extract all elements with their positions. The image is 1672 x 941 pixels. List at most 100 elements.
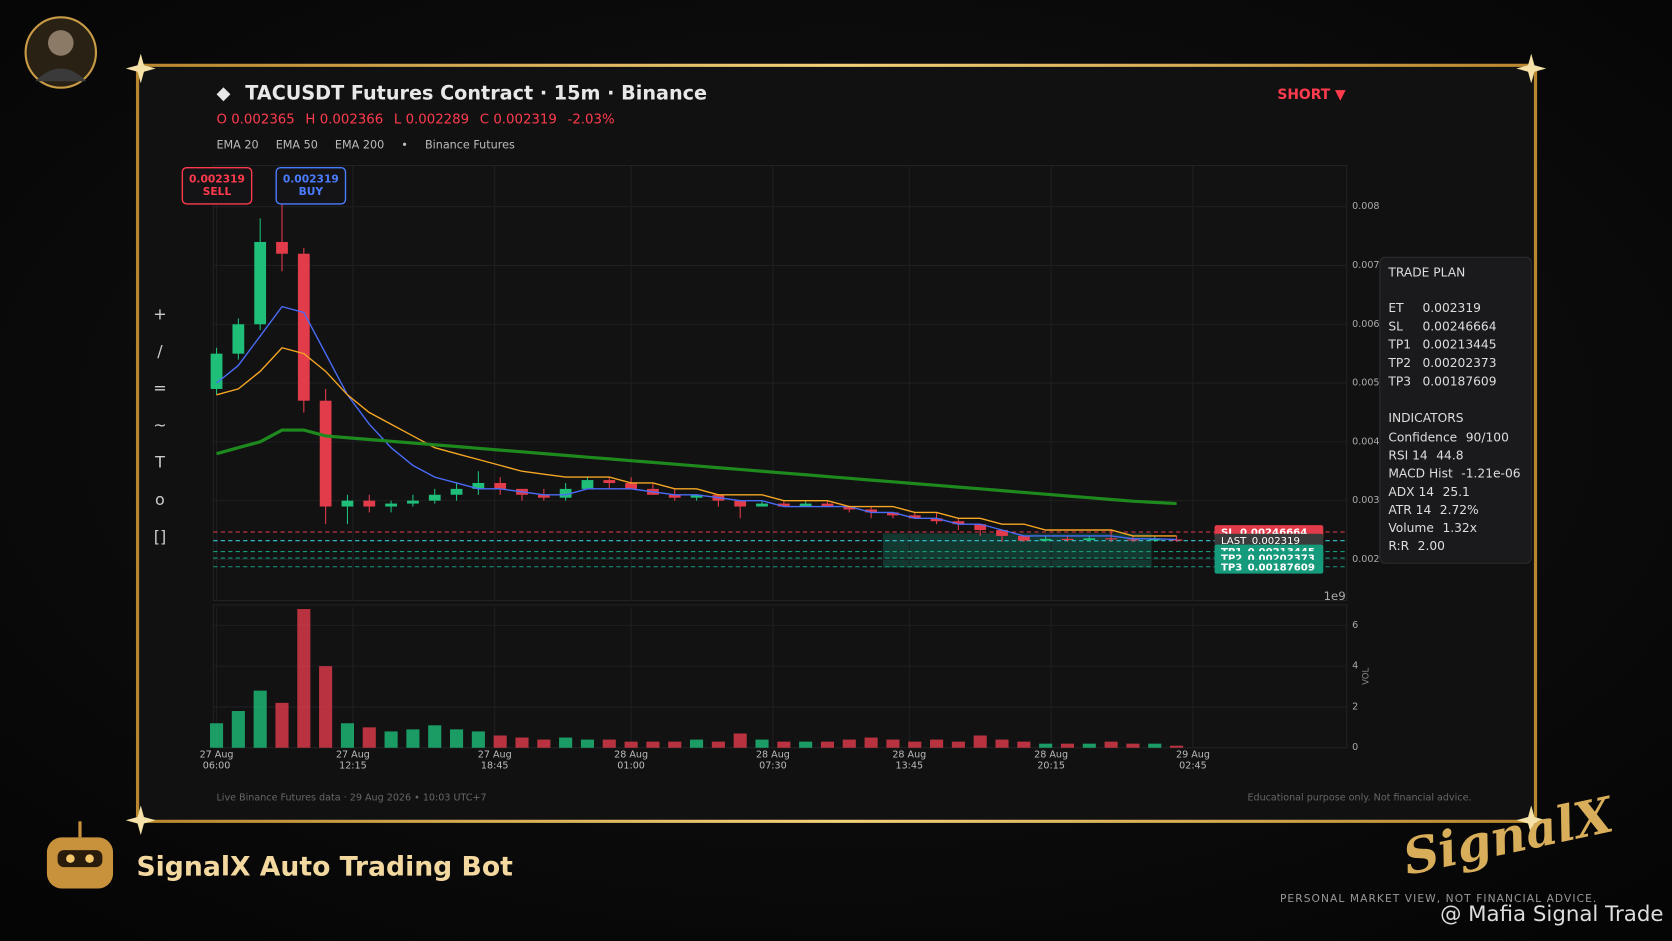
plan-value: 0.00202373 — [1422, 356, 1496, 370]
candle-body — [1039, 538, 1052, 541]
candle-body — [428, 494, 441, 501]
candle-body — [1170, 539, 1183, 541]
indicators-title: INDICATORS — [1388, 411, 1463, 425]
volume-bar — [995, 739, 1009, 748]
volume-bar — [275, 702, 289, 748]
plan-value: 0.00246664 — [1422, 319, 1496, 333]
avatar-body — [35, 68, 87, 82]
tagline: PERSONAL MARKET VIEW, NOT FINANCIAL ADVI… — [1280, 892, 1597, 905]
x-tick-label: 28 Aug — [892, 750, 926, 761]
level-label: LAST 0.002319 — [1221, 536, 1300, 547]
volume-bar — [908, 741, 922, 748]
tool[interactable]: + — [153, 304, 166, 323]
robot-logo — [46, 821, 114, 889]
level-label: TP3 0.00187609 — [1221, 562, 1315, 573]
volume-bar — [1082, 743, 1096, 748]
candle-body — [297, 253, 310, 401]
tool[interactable]: T — [154, 453, 165, 472]
x-tick-label: 13:45 — [895, 760, 923, 771]
indicator-label: Volume — [1388, 521, 1434, 535]
x-tick-label: 28 Aug — [756, 750, 790, 761]
y-tick-label: 0.007 — [1352, 260, 1379, 271]
x-tick-label: 29 Aug — [1176, 750, 1210, 761]
y-tick-label: 0.005 — [1352, 378, 1379, 389]
legend-entry: EMA 200 — [335, 138, 384, 151]
volume-bar — [559, 737, 573, 748]
candle-body — [450, 488, 463, 495]
indicator-label: R:R — [1388, 539, 1409, 553]
candle-body — [1061, 538, 1074, 541]
volume-bar — [340, 723, 354, 748]
volume-bar — [733, 733, 747, 748]
indicator: Confidence 90/100 — [1388, 430, 1509, 444]
level-box — [1214, 533, 1324, 548]
candle-body — [603, 480, 616, 484]
volume-bar — [602, 739, 616, 748]
candle-body — [581, 480, 594, 489]
x-tick-label: 06:00 — [203, 760, 231, 771]
candle-body — [777, 503, 790, 507]
candle-body — [210, 353, 223, 389]
candle-body — [668, 494, 681, 498]
candle-body — [930, 518, 943, 522]
indicator-value: 25.1 — [1443, 484, 1470, 498]
indicator-value: 2.00 — [1418, 539, 1445, 553]
ohlc-label: C — [480, 113, 489, 128]
candle-body — [494, 483, 507, 489]
diamond: ◆ — [216, 83, 230, 104]
legend-entry: EMA 50 — [276, 138, 318, 151]
ema-line — [216, 305, 1177, 541]
plan-value: 0.00187609 — [1422, 374, 1496, 388]
volume-bar — [668, 741, 682, 748]
candle-body — [559, 488, 572, 498]
volume-bar — [450, 729, 464, 748]
button-label: SELL — [203, 185, 232, 198]
candle-body — [472, 483, 485, 489]
plan-label: TP2 — [1387, 356, 1411, 370]
tool[interactable]: [] — [154, 527, 166, 546]
y-tick-label: 0.008 — [1352, 201, 1379, 212]
button-price: 0.002319 — [189, 172, 245, 185]
y-tick-label: 0.003 — [1352, 495, 1379, 506]
candle-body — [407, 500, 419, 504]
level-name: LAST — [1221, 536, 1247, 547]
y-tick-label: 4 — [1352, 661, 1358, 672]
x-tick-label: 28 Aug — [1034, 750, 1068, 761]
tool[interactable]: ~ — [153, 416, 166, 435]
volume-bar — [1104, 741, 1118, 748]
footer-left: Live Binance Futures data · 29 Aug 2026 … — [216, 792, 486, 803]
indicator: RSI 14 44.8 — [1388, 448, 1463, 462]
plan-label: ET — [1388, 301, 1404, 315]
trade-plan-title: TRADE PLAN — [1387, 266, 1465, 280]
tool[interactable]: = — [153, 379, 166, 398]
button-box — [181, 166, 253, 205]
candle-body — [974, 524, 987, 531]
candle-body — [1127, 539, 1139, 541]
ohlc-value: 0.002366 — [320, 113, 384, 128]
candle-body — [363, 500, 376, 507]
indicator: R:R 2.00 — [1388, 539, 1445, 553]
y-tick-label: 0 — [1352, 742, 1358, 753]
x-tick-label: 20:15 — [1037, 760, 1065, 771]
indicator-label: Confidence — [1388, 430, 1457, 444]
legend-entry: EMA 20 — [216, 138, 258, 151]
level-value: 0.00246664 — [1240, 528, 1307, 539]
volume-bar — [690, 739, 704, 748]
volume-bar — [711, 741, 725, 748]
offset-label: 1e9 — [1324, 589, 1346, 603]
tool[interactable]: / — [157, 341, 163, 360]
candle-body — [734, 500, 747, 507]
x-tick-label: 07:30 — [759, 760, 787, 771]
volume-bar — [537, 739, 551, 748]
ohlc-value: 0.002319 — [493, 113, 557, 128]
tool[interactable]: o — [155, 490, 165, 509]
candle-body — [887, 512, 899, 516]
volume-bar — [580, 739, 595, 748]
indicator: ADX 14 25.1 — [1388, 484, 1469, 498]
volume-bar — [1060, 743, 1075, 748]
indicator-label: ATR 14 — [1388, 502, 1431, 516]
candle-body — [232, 324, 245, 354]
